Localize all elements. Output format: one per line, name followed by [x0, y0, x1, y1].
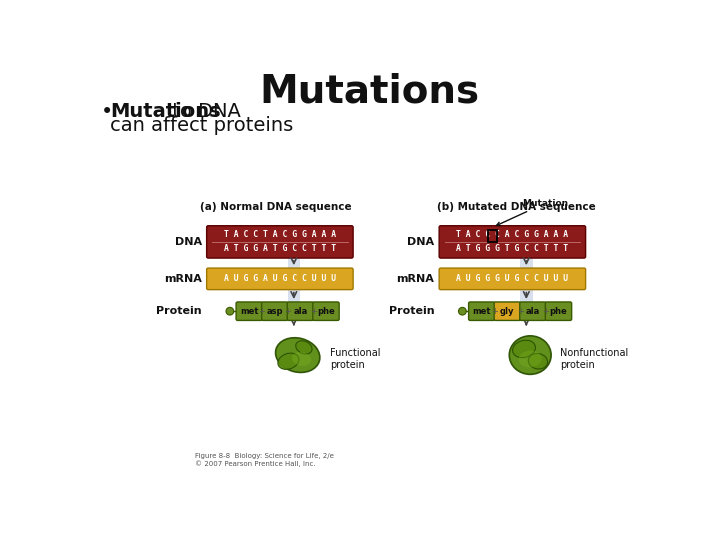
Text: Mutations: Mutations — [110, 102, 221, 121]
Text: ala: ala — [526, 307, 540, 316]
Text: asp: asp — [266, 307, 283, 316]
Text: Protein: Protein — [156, 306, 202, 316]
Text: •: • — [101, 102, 113, 122]
Text: ala: ala — [293, 307, 307, 316]
Text: to DNA: to DNA — [166, 102, 240, 121]
Ellipse shape — [278, 353, 299, 369]
FancyBboxPatch shape — [439, 226, 585, 258]
Text: A T G G A T G C C T T T: A T G G A T G C C T T T — [224, 244, 336, 253]
Text: +: + — [258, 307, 266, 316]
FancyBboxPatch shape — [520, 302, 546, 320]
Text: A T G G G T G C C T T T: A T G G G T G C C T T T — [456, 244, 568, 253]
FancyBboxPatch shape — [207, 268, 353, 289]
Text: +: + — [491, 307, 498, 316]
FancyBboxPatch shape — [236, 302, 262, 320]
Text: phe: phe — [317, 307, 335, 316]
FancyBboxPatch shape — [545, 302, 572, 320]
Text: T A C C C A C G G A A A: T A C C C A C G G A A A — [456, 231, 568, 239]
Text: +: + — [542, 307, 549, 316]
Text: DNA: DNA — [175, 237, 202, 247]
Ellipse shape — [296, 341, 312, 354]
Text: met: met — [472, 307, 491, 316]
Text: phe: phe — [549, 307, 567, 316]
Text: Protein: Protein — [389, 306, 434, 316]
FancyBboxPatch shape — [439, 268, 585, 289]
Text: +: + — [310, 307, 317, 316]
FancyBboxPatch shape — [261, 302, 288, 320]
Bar — [520, 227, 533, 319]
Text: Nonfunctional
protein: Nonfunctional protein — [559, 348, 628, 370]
Text: Functional
protein: Functional protein — [330, 348, 381, 370]
Text: Mutations: Mutations — [259, 72, 479, 111]
Circle shape — [459, 307, 467, 315]
Text: +: + — [517, 307, 523, 316]
Ellipse shape — [509, 336, 551, 374]
Text: DNA: DNA — [408, 237, 434, 247]
Text: can affect proteins: can affect proteins — [110, 116, 294, 134]
Text: gly: gly — [500, 307, 515, 316]
FancyBboxPatch shape — [469, 302, 495, 320]
Ellipse shape — [528, 354, 548, 369]
FancyBboxPatch shape — [312, 302, 339, 320]
FancyBboxPatch shape — [287, 302, 314, 320]
Text: Mutation: Mutation — [497, 199, 568, 226]
Text: +: + — [284, 307, 291, 316]
FancyBboxPatch shape — [207, 226, 353, 258]
Text: met: met — [240, 307, 258, 316]
Ellipse shape — [292, 352, 311, 366]
Text: (a) Normal DNA sequence: (a) Normal DNA sequence — [200, 202, 352, 212]
FancyBboxPatch shape — [494, 302, 521, 320]
Text: A U G G A U G C C U U U: A U G G A U G C C U U U — [224, 274, 336, 284]
Text: Figure 8-8  Biology: Science for Life, 2/e
© 2007 Pearson Prentice Hall, Inc.: Figure 8-8 Biology: Science for Life, 2/… — [194, 453, 333, 467]
Ellipse shape — [276, 338, 320, 373]
Circle shape — [226, 307, 234, 315]
Text: mRNA: mRNA — [397, 274, 434, 284]
Ellipse shape — [518, 350, 542, 367]
Text: A U G G G U G C C U U U: A U G G G U G C C U U U — [456, 274, 568, 284]
Text: T A C C T A C G G A A A: T A C C T A C G G A A A — [224, 231, 336, 239]
Text: (b) Mutated DNA sequence: (b) Mutated DNA sequence — [437, 202, 595, 212]
Ellipse shape — [513, 340, 536, 357]
Text: mRNA: mRNA — [164, 274, 202, 284]
Bar — [287, 227, 300, 319]
